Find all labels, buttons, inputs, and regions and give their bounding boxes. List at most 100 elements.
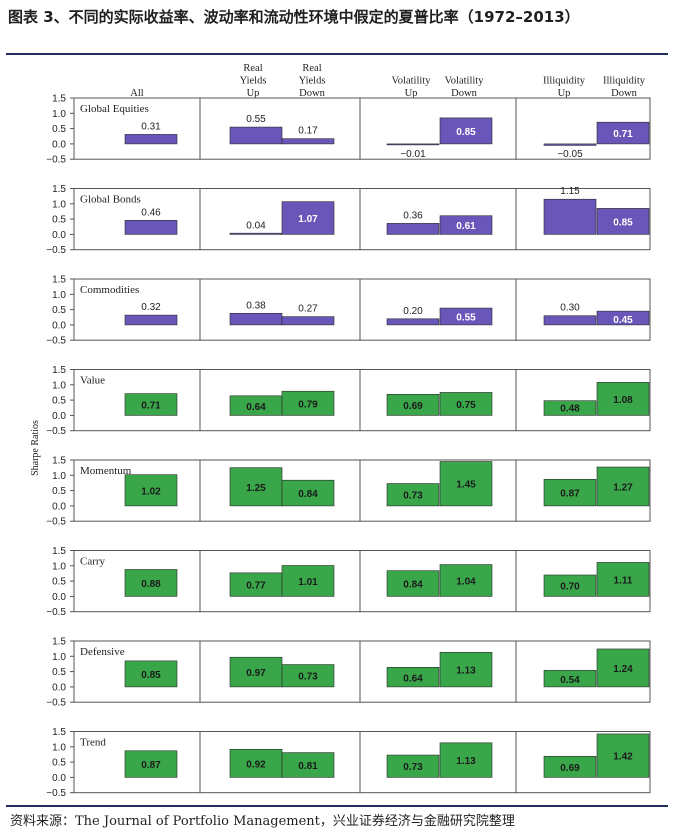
y-tick-label: 0.5 <box>52 667 66 678</box>
bar <box>124 750 178 778</box>
panel-frame <box>515 459 651 522</box>
y-tick-label: 0.0 <box>52 501 66 512</box>
y-tick-label: 1.0 <box>52 290 66 301</box>
bar <box>124 314 178 326</box>
data-label: 1.25 <box>246 483 266 494</box>
data-label: 0.75 <box>456 400 476 411</box>
bar <box>596 733 650 778</box>
bar <box>439 117 493 145</box>
bar <box>281 565 335 597</box>
y-tick-label: 1.5 <box>52 184 66 195</box>
bar <box>596 648 650 688</box>
y-tick-label: −0.5 <box>46 698 66 709</box>
data-label: 0.73 <box>298 672 318 683</box>
panel-frame <box>515 731 651 794</box>
y-tick-label: 1.0 <box>52 742 66 753</box>
panel-label: Commodities <box>80 284 139 296</box>
bar <box>386 143 440 146</box>
y-tick-label: −0.5 <box>46 245 66 256</box>
y-tick-label: 1.5 <box>52 546 66 557</box>
data-label: 0.48 <box>560 403 580 414</box>
data-label: 0.20 <box>403 306 423 317</box>
bar <box>124 134 178 145</box>
data-label: 0.79 <box>298 399 318 410</box>
data-label: 0.64 <box>246 402 266 413</box>
bar <box>596 382 650 416</box>
bar <box>543 143 597 146</box>
y-tick-label: 1.0 <box>52 652 66 663</box>
bar <box>386 223 440 235</box>
bar <box>543 574 597 597</box>
y-tick-label: 0.5 <box>52 124 66 135</box>
data-label: 1.07 <box>298 214 318 225</box>
y-tick-label: 0.0 <box>52 592 66 603</box>
data-label: 0.54 <box>560 675 580 686</box>
y-tick-label: 0.0 <box>52 320 66 331</box>
data-label: 0.27 <box>298 304 318 315</box>
data-label: 0.38 <box>246 300 266 311</box>
data-label: 0.87 <box>141 760 161 771</box>
bar <box>124 220 178 235</box>
y-tick-label: −0.5 <box>46 607 66 618</box>
bar <box>229 126 283 145</box>
data-label: −0.01 <box>400 149 426 160</box>
data-label: 1.13 <box>456 666 476 677</box>
y-tick-label: −0.5 <box>46 517 66 528</box>
panel-frame <box>515 640 651 703</box>
panel-label: Defensive <box>80 646 125 658</box>
panel-frame <box>515 550 651 613</box>
y-tick-label: 0.5 <box>52 758 66 769</box>
data-label: 0.87 <box>560 489 580 500</box>
data-label: 1.24 <box>613 664 633 675</box>
data-label: 0.04 <box>246 220 266 231</box>
bar <box>281 752 335 778</box>
panel-frame <box>199 188 361 251</box>
bar <box>229 656 283 688</box>
panel-label: Trend <box>80 737 106 749</box>
data-label: 0.32 <box>141 302 161 313</box>
data-label: −0.05 <box>557 149 583 160</box>
bar <box>439 215 493 235</box>
column-header: Real Yields Up <box>240 63 267 99</box>
y-tick-label: 0.5 <box>52 215 66 226</box>
y-tick-label: 1.0 <box>52 471 66 482</box>
y-tick-label: 0.0 <box>52 682 66 693</box>
panel-frame <box>515 369 651 432</box>
data-label: 0.85 <box>141 670 161 681</box>
y-tick-label: 1.0 <box>52 199 66 210</box>
data-label: 0.36 <box>403 210 423 221</box>
bar <box>281 316 335 326</box>
data-label: 0.97 <box>246 668 266 679</box>
y-tick-label: −0.5 <box>46 336 66 347</box>
data-label: 0.84 <box>298 489 318 500</box>
bar <box>439 742 493 778</box>
panel-label: Global Equities <box>80 103 149 115</box>
y-tick-label: 0.5 <box>52 396 66 407</box>
data-label: 1.04 <box>456 576 476 587</box>
data-label: 0.69 <box>403 401 423 412</box>
bar <box>596 121 650 145</box>
y-tick-label: 0.5 <box>52 486 66 497</box>
bar <box>281 664 335 688</box>
y-tick-label: 1.0 <box>52 109 66 120</box>
bar <box>439 392 493 416</box>
data-label: 0.46 <box>141 207 161 218</box>
panel-frame <box>515 97 651 160</box>
bar <box>281 390 335 416</box>
data-label: 0.85 <box>613 217 633 228</box>
bar <box>386 667 440 688</box>
bar <box>386 754 440 778</box>
bar <box>281 201 335 235</box>
data-label: 1.15 <box>560 186 580 197</box>
data-label: 1.13 <box>456 756 476 767</box>
bar <box>439 652 493 688</box>
y-tick-label: 1.5 <box>52 365 66 376</box>
data-label: 0.85 <box>456 127 476 138</box>
data-label: 1.08 <box>613 395 633 406</box>
panel-frame <box>359 188 517 251</box>
bar <box>543 315 597 326</box>
data-label: 0.30 <box>560 303 580 314</box>
data-label: 0.31 <box>141 121 161 132</box>
y-tick-label: −0.5 <box>46 788 66 799</box>
